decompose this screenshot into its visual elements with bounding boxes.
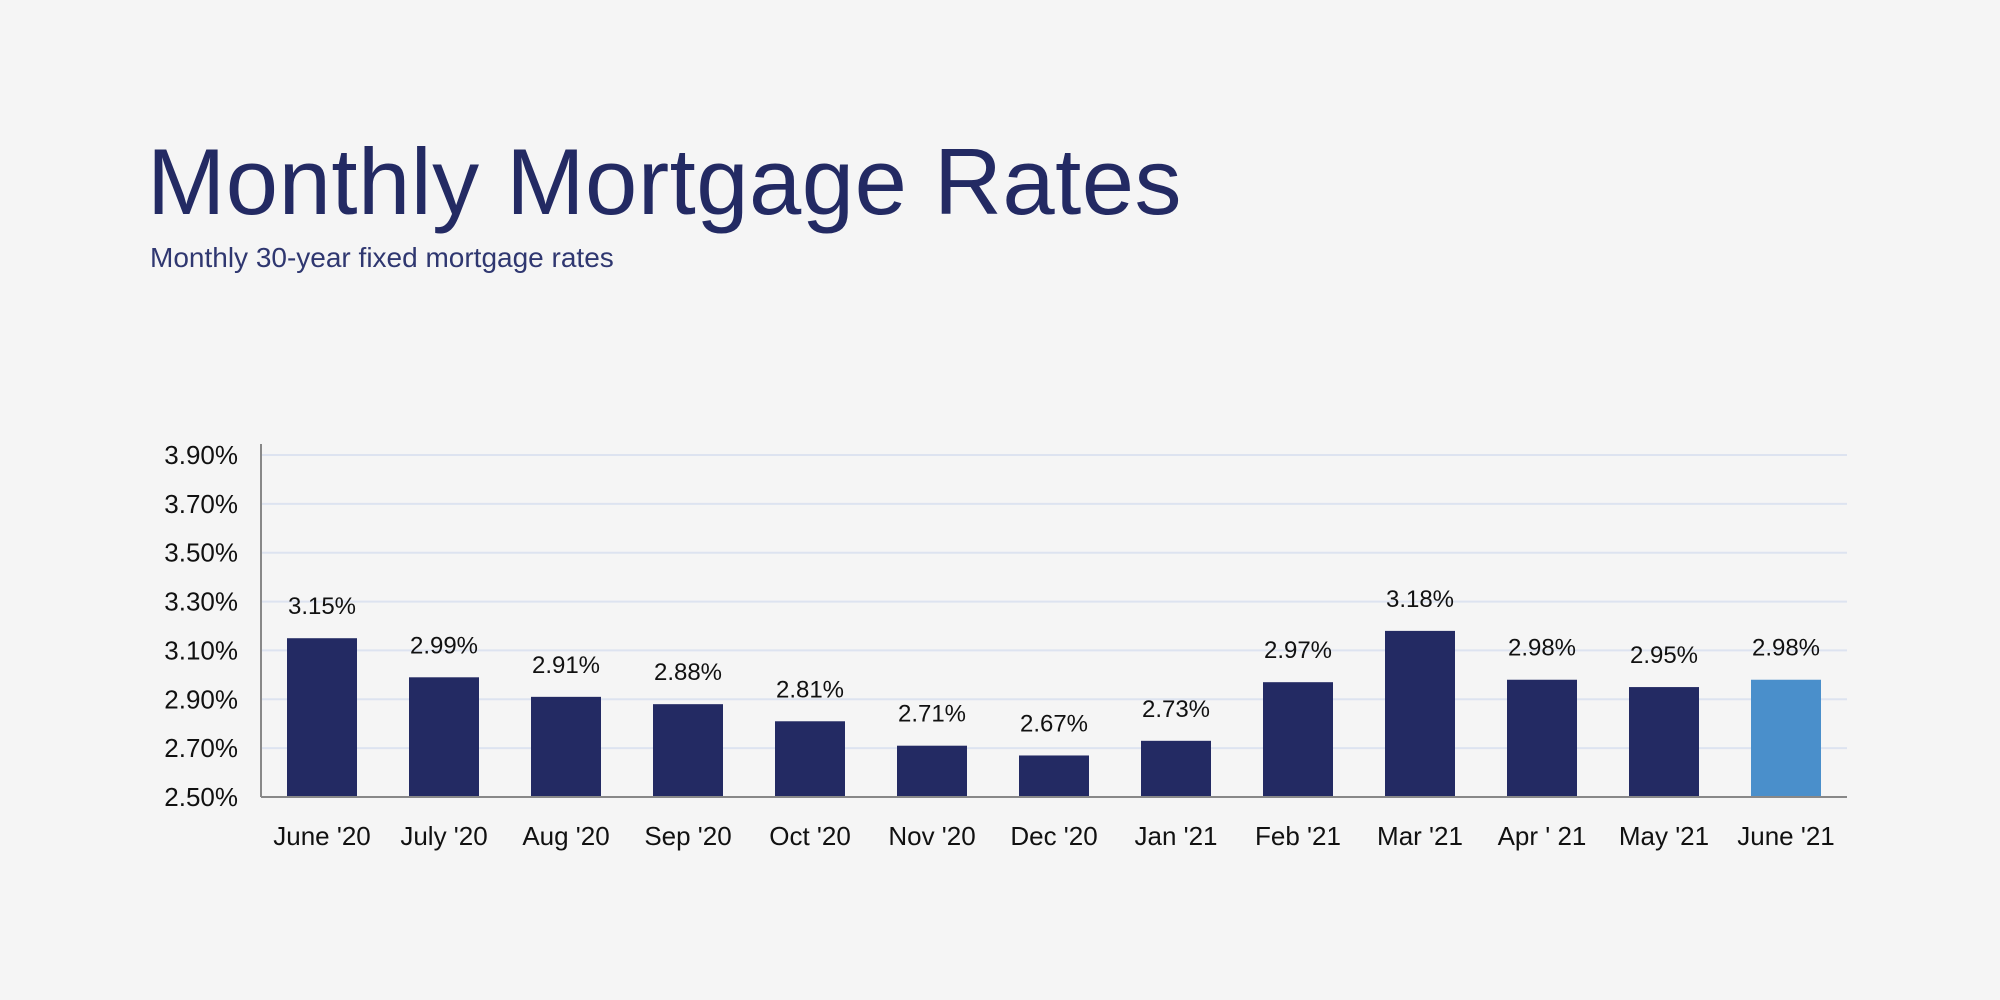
- data-label: 2.95%: [1630, 642, 1698, 669]
- x-tick-label: Apr ' 21: [1498, 821, 1587, 851]
- data-label: 3.18%: [1386, 586, 1454, 613]
- y-tick-label: 3.10%: [164, 635, 238, 665]
- x-tick-label: Mar '21: [1377, 821, 1463, 851]
- y-tick-label: 3.50%: [164, 538, 238, 568]
- x-tick-label: June '20: [273, 821, 371, 851]
- bar: [1751, 679, 1821, 797]
- data-label: 2.81%: [776, 676, 844, 703]
- data-label: 2.71%: [898, 701, 966, 728]
- y-tick-label: 3.70%: [164, 489, 238, 519]
- data-label: 2.73%: [1142, 696, 1210, 723]
- bar: [653, 704, 723, 797]
- bar: [897, 745, 967, 797]
- data-label: 2.98%: [1752, 635, 1820, 662]
- bar: [1141, 740, 1211, 797]
- y-tick-label: 2.90%: [164, 684, 238, 714]
- x-tick-label: June '21: [1737, 821, 1835, 851]
- x-tick-label: May '21: [1619, 821, 1709, 851]
- data-label: 2.67%: [1020, 710, 1088, 737]
- x-tick-label: Dec '20: [1010, 821, 1097, 851]
- bar: [1019, 755, 1089, 797]
- x-tick-label: Nov '20: [888, 821, 975, 851]
- x-tick-label: Oct '20: [769, 821, 851, 851]
- bar: [531, 696, 601, 797]
- data-label: 2.97%: [1264, 637, 1332, 664]
- y-tick-label: 3.90%: [164, 440, 238, 470]
- data-label: 2.88%: [654, 659, 722, 686]
- data-label: 3.15%: [288, 593, 356, 620]
- data-label: 2.98%: [1508, 635, 1576, 662]
- x-tick-label: Aug '20: [522, 821, 609, 851]
- bar: [1263, 682, 1333, 797]
- bar: [1385, 630, 1455, 797]
- bar: [287, 638, 357, 797]
- x-tick-label: Feb '21: [1255, 821, 1341, 851]
- bar: [409, 677, 479, 797]
- bar: [1507, 679, 1577, 797]
- bar: [775, 721, 845, 797]
- data-label: 2.99%: [410, 632, 478, 659]
- y-tick-label: 2.50%: [164, 782, 238, 812]
- x-tick-label: Jan '21: [1134, 821, 1217, 851]
- chart-title: Monthly Mortgage Rates: [147, 129, 1183, 234]
- chart-subtitle: Monthly 30-year fixed mortgage rates: [150, 242, 614, 273]
- data-label: 2.91%: [532, 652, 600, 679]
- x-tick-label: Sep '20: [644, 821, 731, 851]
- y-tick-label: 3.30%: [164, 587, 238, 617]
- y-tick-label: 2.70%: [164, 733, 238, 763]
- x-tick-label: July '20: [400, 821, 487, 851]
- bar: [1629, 687, 1699, 797]
